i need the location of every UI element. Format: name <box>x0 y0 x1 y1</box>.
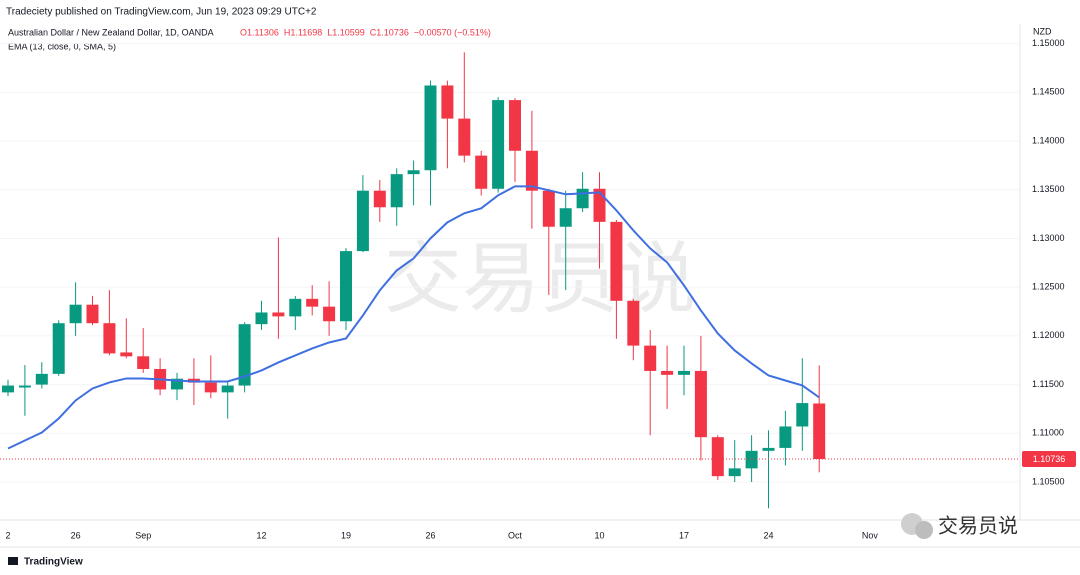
last-price-box <box>1022 451 1076 468</box>
candle-body <box>644 345 657 371</box>
candle-body <box>542 190 555 227</box>
candle-body <box>120 352 133 357</box>
y-tick-label: 1.10500 <box>1032 476 1065 486</box>
x-tick-label: 10 <box>594 530 604 540</box>
candle-body <box>238 324 251 386</box>
ohlc-value: H1.11698 <box>284 27 322 37</box>
candle-body <box>373 190 386 208</box>
candle-body <box>221 385 234 393</box>
candle-body <box>779 426 792 448</box>
candle-body <box>441 85 454 119</box>
x-tick-label: Nov <box>862 530 879 540</box>
candle-body <box>272 312 285 317</box>
y-tick-label: 1.11500 <box>1032 379 1064 389</box>
candle-body <box>593 188 606 222</box>
tv-logo <box>8 557 18 565</box>
candle-body <box>492 100 505 189</box>
published-line: Tradeciety published on TradingView.com,… <box>6 7 317 18</box>
candle-body <box>18 385 31 388</box>
ohlc-value: L1.10599 <box>327 27 365 37</box>
x-tick-label: 2 <box>5 530 10 540</box>
candle-body <box>407 170 420 175</box>
x-tick-label: Oct <box>508 530 523 540</box>
y-tick-label: 1.14500 <box>1032 87 1065 97</box>
candle-body <box>627 300 640 346</box>
candle-body <box>576 188 589 209</box>
candle-body <box>711 437 724 477</box>
ema-line <box>7 185 820 450</box>
y-tick-label: 1.15000 <box>1032 38 1065 48</box>
candle-body <box>103 323 116 354</box>
x-tick-label: 19 <box>341 530 351 540</box>
candle-body <box>323 306 336 322</box>
wechat-icon <box>915 521 933 539</box>
y-tick-label: 1.13000 <box>1032 233 1065 243</box>
candle-body <box>2 385 14 393</box>
x-tick-label: 26 <box>425 530 435 540</box>
y-tick-label: 1.14000 <box>1032 135 1065 145</box>
candle-body <box>69 304 82 324</box>
candle-body <box>390 174 403 208</box>
candle-body <box>356 190 369 252</box>
last-price-label: 1.10736 <box>1033 454 1066 464</box>
candle-body <box>86 304 99 324</box>
ohlc-value: C1.10736 <box>370 27 409 37</box>
candle-body <box>137 356 150 369</box>
ohlc-value: O1.11306 <box>240 27 279 37</box>
chart-title: Australian Dollar / New Zealand Dollar, … <box>8 27 214 37</box>
candle-body <box>661 370 674 375</box>
candle-body <box>813 403 826 460</box>
candle-body <box>559 208 572 227</box>
candle-body <box>52 323 65 374</box>
ohlc-value: −0.00570 (−0.51%) <box>414 27 491 37</box>
candle-body <box>306 298 319 307</box>
currency: NZD <box>1033 26 1052 36</box>
y-tick-label: 1.12500 <box>1032 282 1065 292</box>
candle-body <box>475 155 488 189</box>
candle-body <box>762 447 775 451</box>
candle-body <box>728 468 741 477</box>
candle-body <box>204 382 217 393</box>
candle-body <box>525 150 538 191</box>
candle-body <box>694 370 707 438</box>
watermark: 交易员说 <box>384 235 696 323</box>
candle-body <box>35 373 48 385</box>
candle-body <box>171 378 183 390</box>
ema-legend: EMA (13, close, 0, SMA, 5) <box>8 41 116 51</box>
candle-body <box>255 312 268 325</box>
y-tick-label: 1.13500 <box>1032 184 1065 194</box>
x-tick-label: 24 <box>763 530 773 540</box>
candle-body <box>509 100 521 151</box>
candle-body <box>796 403 809 427</box>
candle-body <box>458 118 471 156</box>
x-tick-label: 12 <box>256 530 266 540</box>
x-tick-label: 17 <box>679 530 689 540</box>
candle-body <box>340 251 352 322</box>
x-tick-label: 26 <box>71 530 81 540</box>
candle-body <box>678 370 690 375</box>
x-tick-label: Sep <box>135 530 151 540</box>
y-tick-label: 1.11000 <box>1032 428 1064 438</box>
candle-body <box>289 298 302 317</box>
y-tick-label: 1.12000 <box>1032 330 1065 340</box>
wechat-label: 交易员说 <box>938 514 1018 537</box>
candle-body <box>424 85 437 171</box>
candle-body <box>745 450 758 469</box>
footer: TradingView <box>24 557 83 568</box>
candle-body <box>610 221 623 301</box>
